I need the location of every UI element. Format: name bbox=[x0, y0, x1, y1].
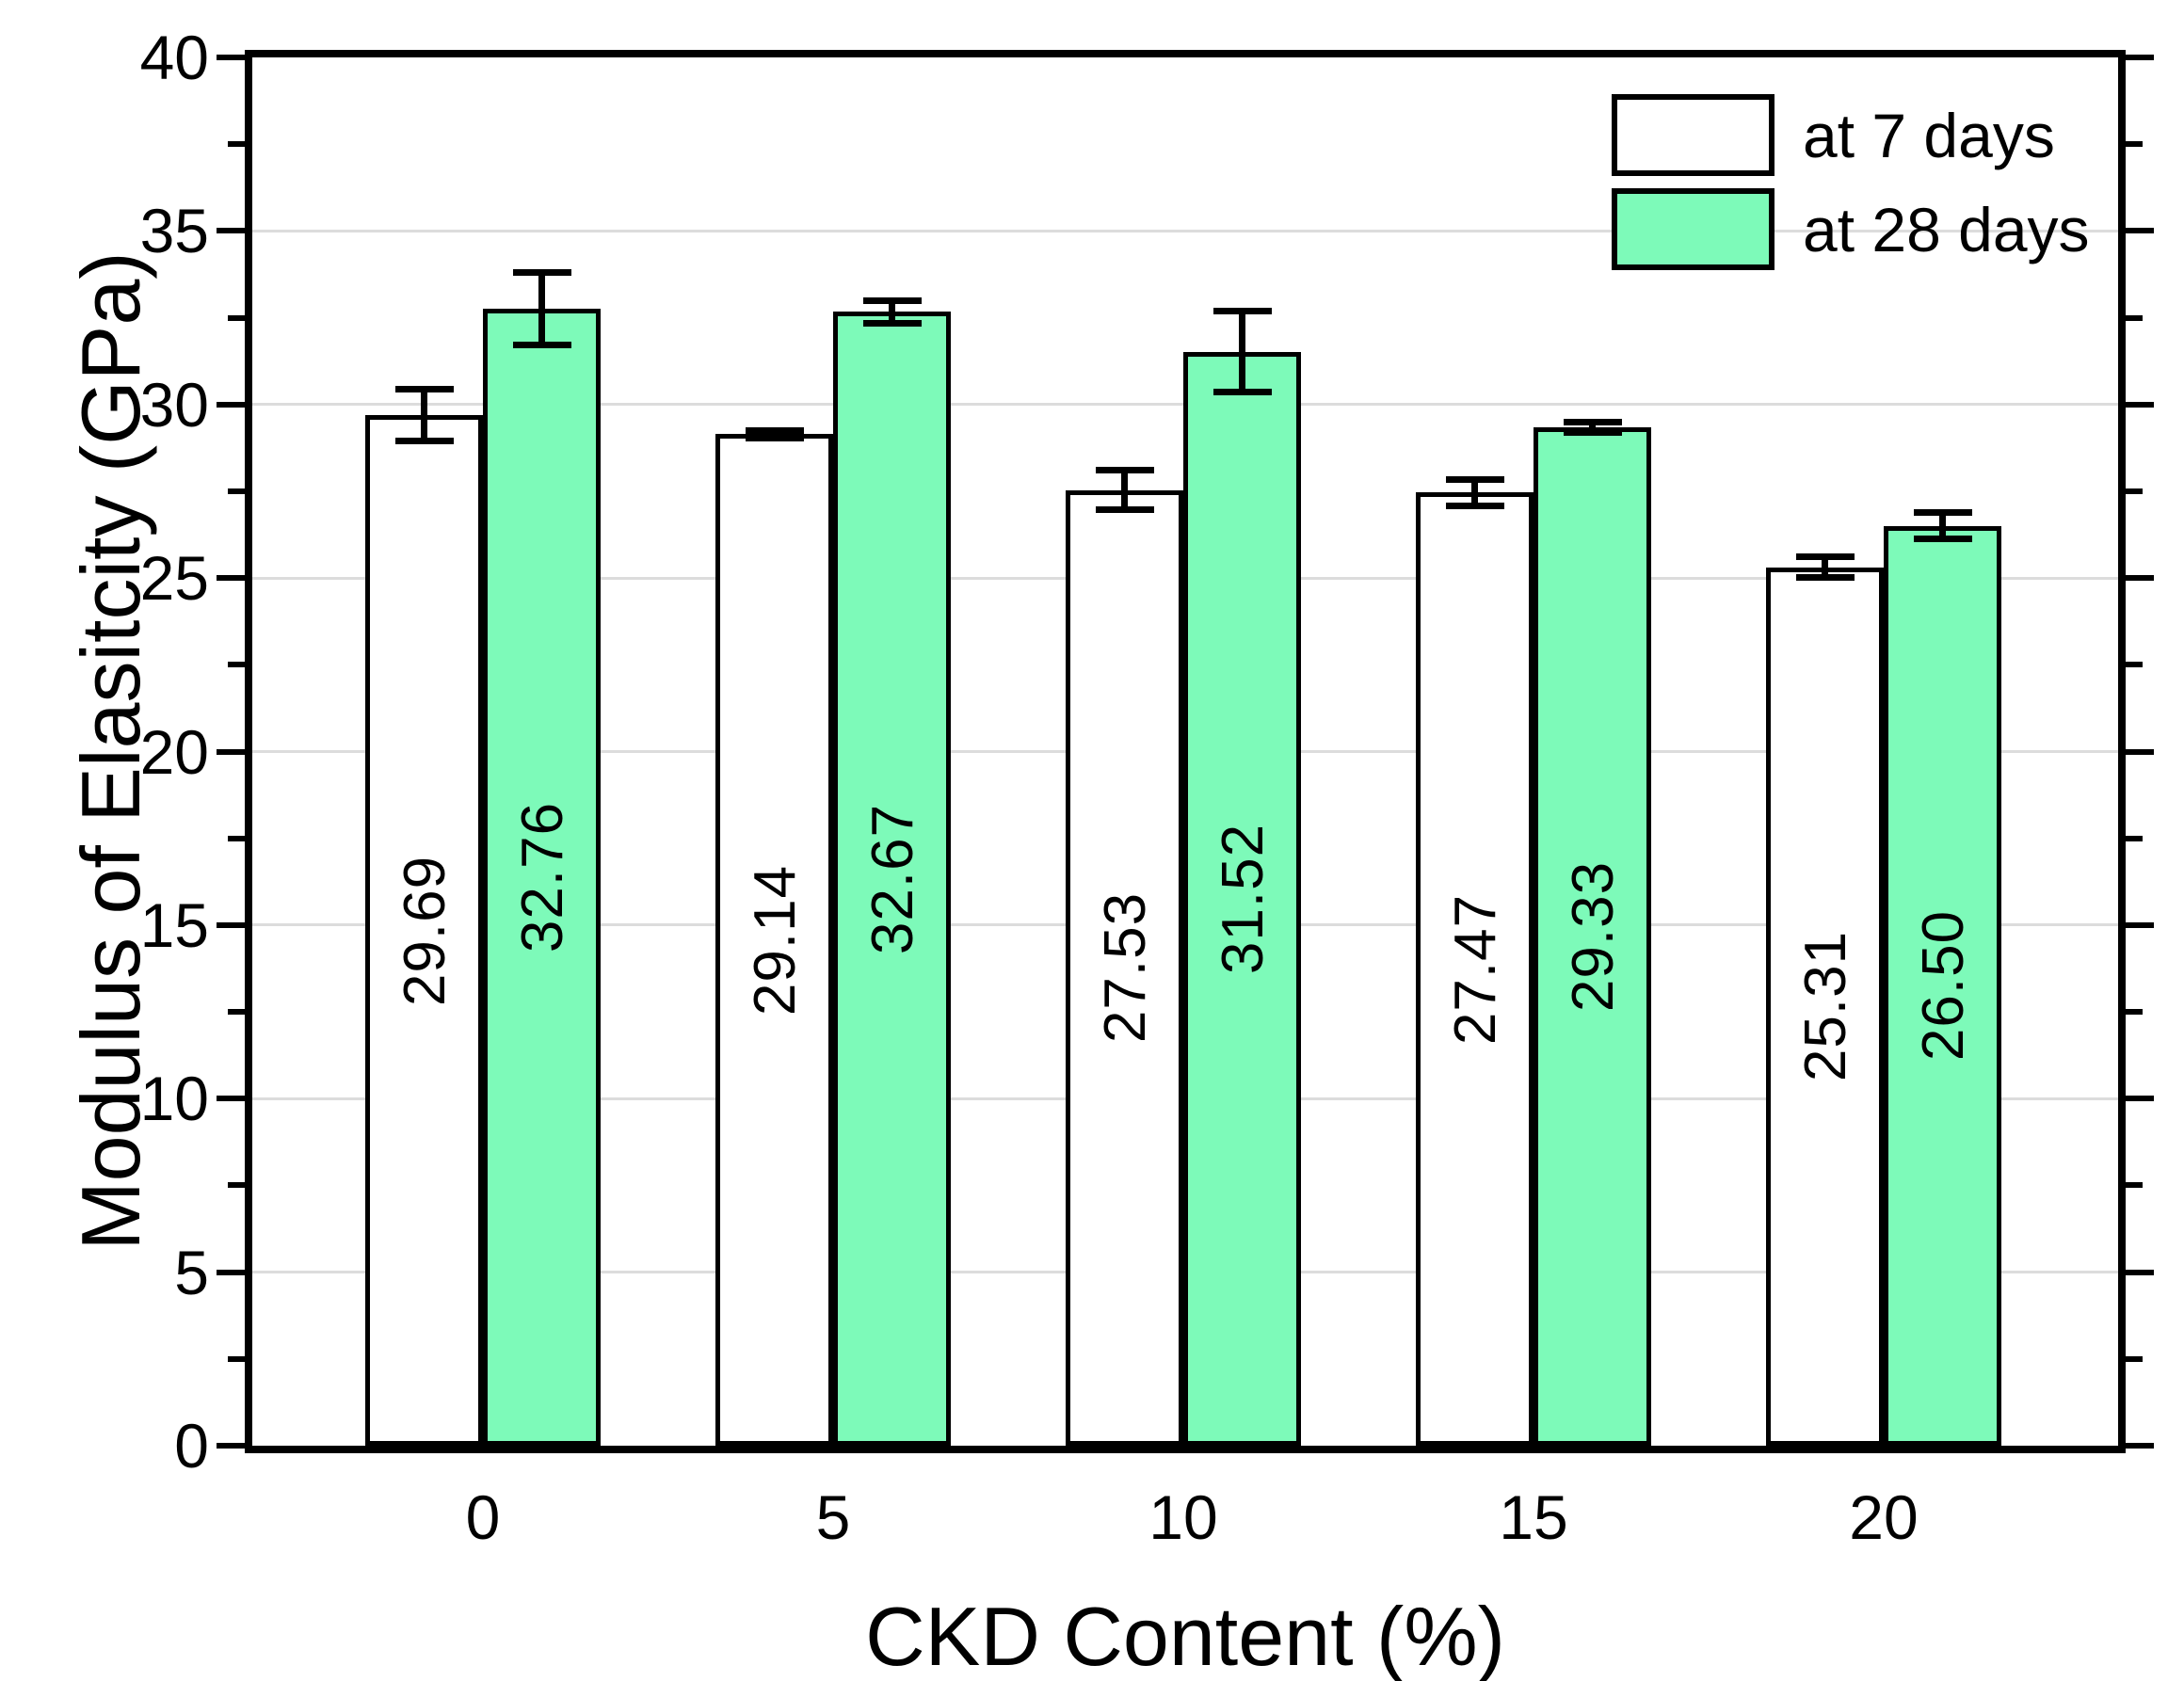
y-major-tick-left bbox=[217, 1096, 245, 1102]
y-minor-tick-right bbox=[2126, 141, 2143, 148]
x-tick-label: 0 bbox=[465, 1482, 501, 1552]
y-tick-label: 10 bbox=[139, 1064, 209, 1134]
error-bar-cap-bottom bbox=[1212, 389, 1272, 396]
error-bar bbox=[1121, 470, 1128, 510]
legend-swatch-at-7-days bbox=[1612, 94, 1774, 176]
x-axis-title: CKD Content (%) bbox=[865, 1590, 1505, 1681]
y-tick-label: 15 bbox=[139, 889, 209, 960]
error-bar-cap-top bbox=[745, 426, 804, 434]
error-bar bbox=[1939, 512, 1946, 539]
bar-at-7-days-20 bbox=[1766, 567, 1884, 1446]
error-bar-cap-bottom bbox=[512, 342, 571, 349]
bar-at-28-days-0 bbox=[483, 308, 601, 1446]
bar-at-7-days-10 bbox=[1066, 489, 1183, 1446]
y-major-tick-left bbox=[217, 1443, 245, 1449]
error-bar-cap-top bbox=[1563, 419, 1622, 426]
y-major-tick-right bbox=[2126, 1269, 2154, 1275]
y-major-tick-right bbox=[2126, 1096, 2154, 1102]
y-major-tick-left bbox=[217, 921, 245, 928]
y-minor-tick-right bbox=[2126, 835, 2143, 841]
y-axis-title: Modulus of Elasitcity (GPa) bbox=[64, 251, 157, 1251]
bar-at-28-days-15 bbox=[1534, 427, 1651, 1446]
plot-area: 29.69 32.76 29.14 32.67 27.53 31.52 27.47 29.33… bbox=[245, 50, 2126, 1453]
legend-row: at 28 days bbox=[1612, 188, 2090, 270]
x-tick-label: 15 bbox=[1499, 1482, 1568, 1552]
y-minor-tick-left bbox=[228, 141, 245, 148]
y-major-tick-left bbox=[217, 575, 245, 582]
error-bar-cap-top bbox=[512, 268, 571, 276]
error-bar bbox=[538, 272, 545, 345]
y-minor-tick-right bbox=[2126, 1009, 2143, 1016]
y-major-tick-right bbox=[2126, 228, 2154, 234]
bar-at-7-days-15 bbox=[1416, 492, 1534, 1446]
y-minor-tick-right bbox=[2126, 1182, 2143, 1189]
y-tick-label: 25 bbox=[139, 543, 209, 614]
error-bar bbox=[1239, 311, 1245, 392]
gridline bbox=[252, 229, 2118, 232]
y-major-tick-right bbox=[2126, 748, 2154, 755]
y-major-tick-right bbox=[2126, 575, 2154, 582]
y-major-tick-right bbox=[2126, 401, 2154, 408]
y-major-tick-right bbox=[2126, 1443, 2154, 1449]
y-major-tick-left bbox=[217, 401, 245, 408]
y-tick-label: 0 bbox=[174, 1411, 209, 1481]
error-bar-cap-bottom bbox=[394, 438, 454, 445]
legend-label: at 28 days bbox=[1803, 194, 2090, 264]
error-bar-cap-bottom bbox=[1563, 429, 1622, 437]
error-bar-cap-top bbox=[1445, 475, 1504, 483]
error-bar-cap-bottom bbox=[745, 435, 804, 442]
x-tick-label: 5 bbox=[815, 1482, 851, 1552]
error-bar-cap-bottom bbox=[1913, 536, 1972, 543]
y-minor-tick-right bbox=[2126, 1355, 2143, 1362]
error-bar-cap-top bbox=[1212, 308, 1272, 315]
error-bar-cap-top bbox=[1913, 509, 1972, 517]
error-bar-cap-top bbox=[1095, 467, 1154, 474]
bar-at-28-days-5 bbox=[833, 312, 951, 1446]
x-tick-label: 20 bbox=[1849, 1482, 1919, 1552]
legend-row: at 7 days bbox=[1612, 94, 2055, 176]
y-minor-tick-left bbox=[228, 1009, 245, 1016]
error-bar bbox=[1589, 422, 1596, 433]
error-bar bbox=[889, 300, 895, 324]
bar-at-7-days-0 bbox=[365, 415, 483, 1446]
error-bar-cap-bottom bbox=[862, 319, 922, 327]
bar-at-28-days-20 bbox=[1884, 525, 2001, 1446]
y-minor-tick-right bbox=[2126, 488, 2143, 494]
y-tick-label: 5 bbox=[174, 1237, 209, 1307]
error-bar-cap-bottom bbox=[1445, 502, 1504, 509]
y-minor-tick-left bbox=[228, 662, 245, 668]
x-tick-label: 10 bbox=[1148, 1482, 1218, 1552]
y-minor-tick-left bbox=[228, 1182, 245, 1189]
y-major-tick-right bbox=[2126, 55, 2154, 60]
y-minor-tick-left bbox=[228, 314, 245, 321]
y-minor-tick-left bbox=[228, 1355, 245, 1362]
bar-at-7-days-5 bbox=[715, 434, 833, 1446]
y-tick-label: 20 bbox=[139, 716, 209, 787]
error-bar-cap-bottom bbox=[1795, 574, 1855, 582]
y-major-tick-left bbox=[217, 228, 245, 234]
y-minor-tick-left bbox=[228, 835, 245, 841]
y-minor-tick-right bbox=[2126, 314, 2143, 321]
bar-at-28-days-10 bbox=[1183, 351, 1301, 1446]
y-major-tick-left bbox=[217, 55, 245, 60]
error-bar-cap-top bbox=[1795, 553, 1855, 561]
error-bar-cap-bottom bbox=[1095, 506, 1154, 514]
error-bar-cap-top bbox=[394, 386, 454, 393]
y-major-tick-left bbox=[217, 748, 245, 755]
error-bar bbox=[1471, 479, 1478, 506]
y-major-tick-right bbox=[2126, 921, 2154, 928]
y-tick-label: 35 bbox=[139, 196, 209, 266]
y-minor-tick-left bbox=[228, 488, 245, 494]
error-bar bbox=[771, 430, 778, 439]
y-tick-label: 30 bbox=[139, 369, 209, 440]
error-bar-cap-top bbox=[862, 296, 922, 304]
y-tick-label: 40 bbox=[139, 23, 209, 92]
legend-label: at 7 days bbox=[1803, 100, 2055, 170]
y-major-tick-left bbox=[217, 1269, 245, 1275]
legend-swatch-at-28-days bbox=[1612, 188, 1774, 270]
y-minor-tick-right bbox=[2126, 662, 2143, 668]
error-bar bbox=[1822, 556, 1828, 578]
error-bar bbox=[421, 389, 427, 441]
